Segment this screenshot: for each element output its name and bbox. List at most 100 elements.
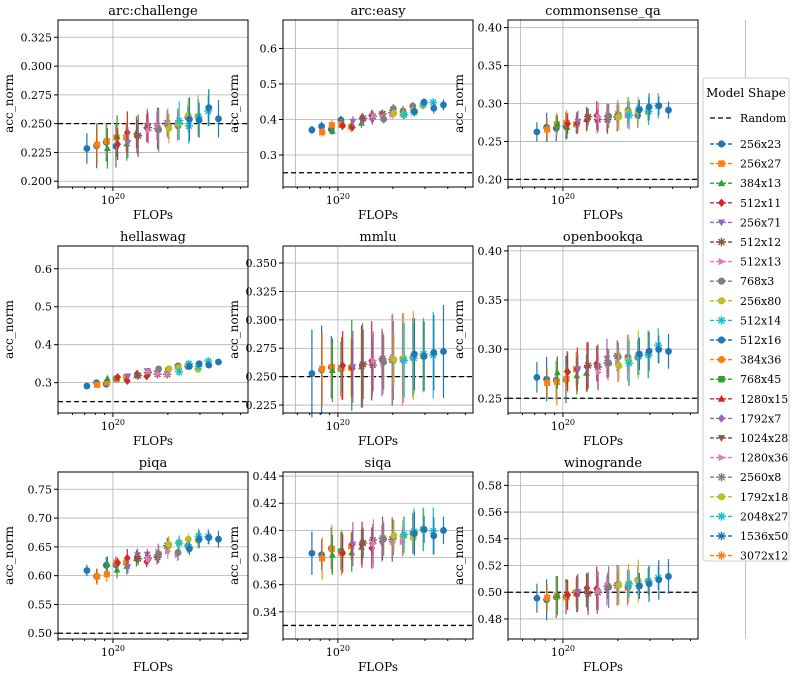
y-tick-label: 0.300 (246, 314, 278, 327)
panel-commonsense_qa: commonsense_qa 0.20 0.25 0.30 0.35 0.40 1020 FL… (452, 4, 746, 222)
data-point (145, 555, 153, 563)
legend-marker (717, 277, 726, 285)
x-tick-label: 1020 (101, 192, 125, 207)
legend-marker (717, 316, 726, 325)
data-point (113, 566, 121, 573)
data-point (430, 532, 438, 540)
legend-item: 768x3 (710, 275, 774, 288)
data-point (308, 370, 316, 377)
data-point (554, 368, 561, 376)
data-point (104, 560, 111, 567)
y-tick-label: 0.3 (35, 377, 53, 390)
chart-title: winogrande (564, 456, 642, 471)
data-point (103, 571, 110, 578)
legend-label: 1536x50 (740, 530, 788, 543)
legend-label: 384x13 (740, 177, 781, 190)
x-tick-label: 1020 (551, 192, 575, 207)
data-points (533, 93, 672, 142)
legend-item: 2560x8 (710, 471, 781, 484)
x-axis-label: FLOPs (358, 660, 398, 674)
data-points (308, 98, 447, 137)
legend-marker (717, 493, 726, 501)
legend-item: 1280x15 (710, 393, 788, 406)
data-point (94, 141, 101, 148)
y-axis-label: acc_norm (227, 526, 241, 585)
y-tick-label: 0.250 (21, 118, 53, 131)
chart-title: arc:challenge (108, 4, 198, 19)
data-point (411, 530, 418, 537)
y-tick-label: 0.5 (35, 301, 53, 314)
data-point (134, 131, 143, 140)
data-point (390, 109, 398, 117)
y-tick-label: 0.30 (478, 98, 503, 111)
data-point (533, 373, 541, 381)
data-point (175, 538, 184, 547)
data-point (215, 535, 222, 543)
data-point (329, 366, 336, 373)
legend-label: 1280x15 (740, 393, 788, 406)
plot-frame (282, 19, 474, 188)
data-point (155, 550, 163, 558)
legend-marker (717, 512, 726, 521)
plot-frame (57, 19, 249, 188)
legend-item: 2048x27 (710, 510, 788, 523)
panel-hellaswag: hellaswag 0.3 0.4 0.5 0.6 1020 FLOPs acc_norm (2, 230, 296, 448)
x-tick-label: 1020 (101, 644, 125, 659)
data-point (380, 535, 388, 543)
data-point (420, 526, 428, 533)
y-tick-label: 0.50 (478, 586, 503, 599)
x-axis-label: FLOPs (583, 660, 623, 674)
y-tick-label: 0.250 (246, 371, 278, 384)
data-point (645, 347, 653, 355)
legend-item: 256x23 (710, 138, 781, 151)
y-axis-label: acc_norm (227, 300, 241, 359)
data-point (655, 576, 663, 584)
x-axis-label: FLOPs (358, 208, 398, 222)
data-point (83, 145, 91, 152)
data-point (114, 373, 122, 382)
y-tick-label: 0.300 (21, 60, 53, 73)
data-point (186, 115, 193, 123)
data-point (215, 115, 222, 123)
data-point (103, 379, 110, 386)
x-tick-label: 1020 (551, 644, 575, 659)
data-point (440, 527, 447, 534)
data-point (104, 374, 111, 382)
data-points (83, 357, 222, 390)
data-points (533, 559, 672, 621)
data-point (544, 126, 551, 133)
data-point (123, 376, 131, 385)
legend-frame (702, 77, 790, 562)
data-point (114, 140, 122, 149)
data-point (645, 580, 653, 588)
data-point (155, 370, 162, 378)
data-point (595, 368, 603, 376)
data-point (94, 573, 101, 580)
data-point (564, 119, 572, 128)
y-tick-label: 0.44 (253, 470, 278, 483)
x-axis-label: FLOPs (133, 660, 173, 674)
data-point (370, 357, 378, 364)
data-point (380, 115, 388, 123)
data-point (329, 127, 336, 134)
legend-label: 2560x8 (740, 471, 781, 484)
y-axis-label: acc_norm (452, 74, 466, 133)
x-axis-label: FLOPs (133, 434, 173, 448)
data-point (195, 536, 203, 543)
panel-piqa: piqa 0.50 0.55 0.60 0.65 0.70 0.75 1020 FLOPs acc… (2, 456, 296, 674)
data-point (134, 554, 143, 563)
legend-label: 512x11 (740, 197, 781, 210)
legend-marker (717, 472, 726, 482)
data-point (165, 124, 173, 132)
chart-title: mmlu (359, 230, 396, 245)
data-point (400, 356, 409, 365)
legend-label: 384x36 (740, 354, 781, 367)
data-point (665, 106, 672, 114)
y-tick-label: 0.200 (21, 175, 53, 188)
data-point (165, 541, 173, 548)
legend-item: 256x71 (710, 216, 781, 229)
data-point (349, 118, 357, 126)
data-point (348, 123, 356, 132)
legend-label: 1024x28 (740, 432, 788, 445)
y-tick-label: 0.35 (478, 60, 503, 73)
